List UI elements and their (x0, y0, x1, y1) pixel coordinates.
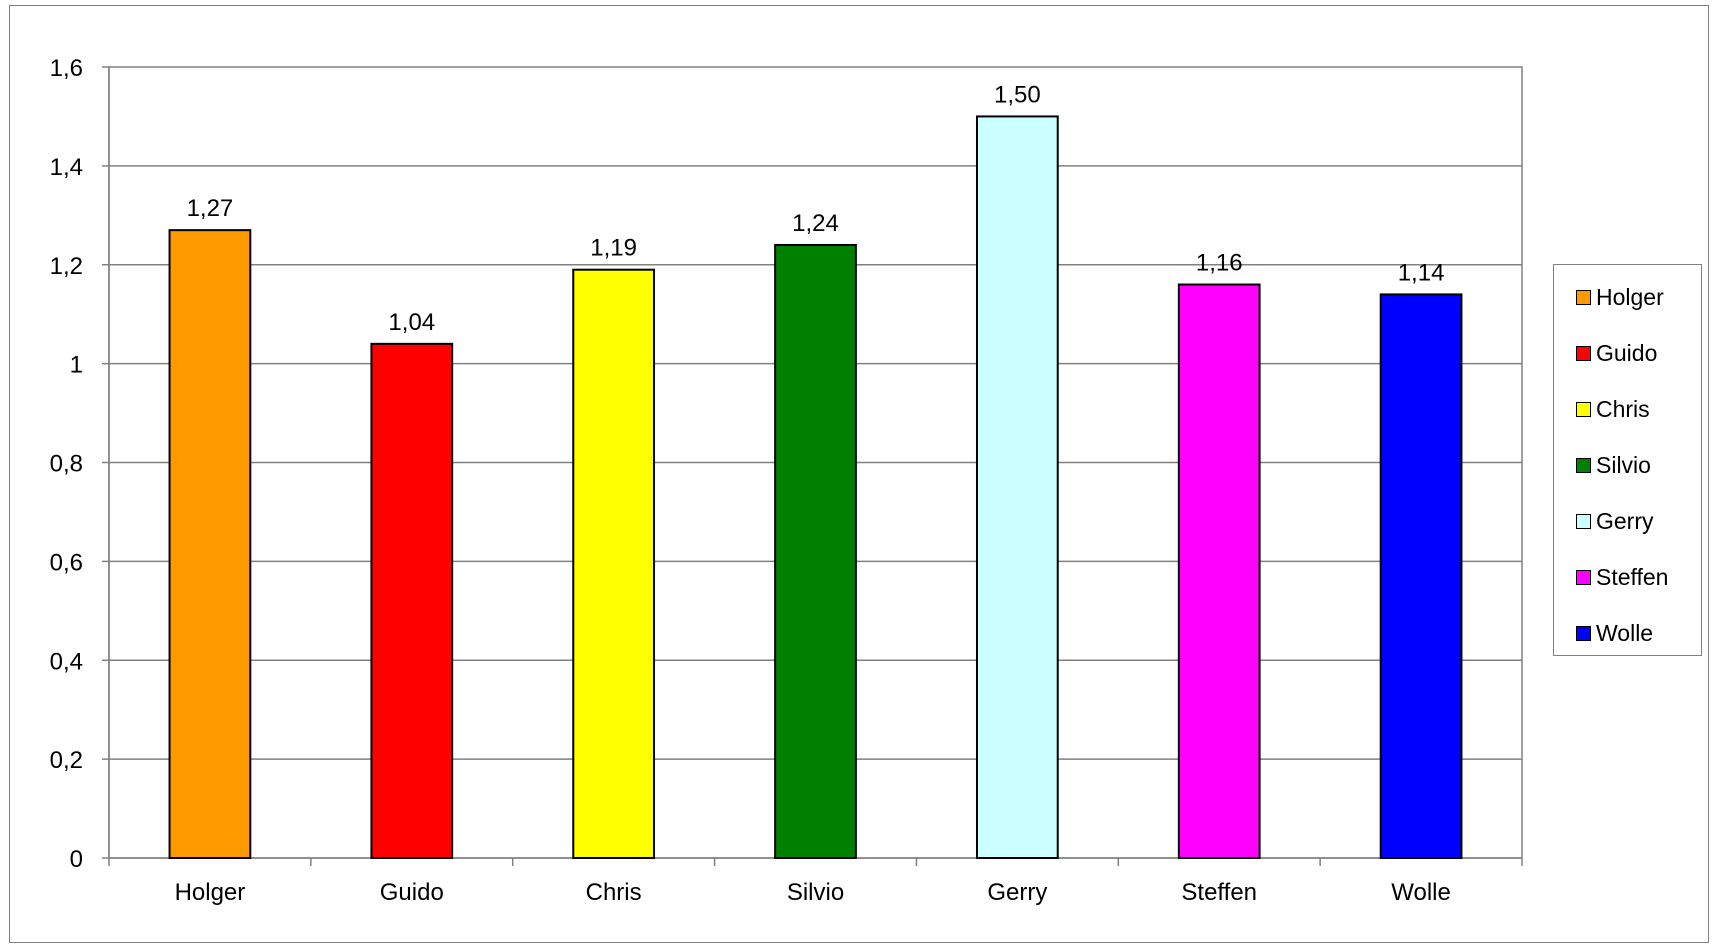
bar-chris (572, 268, 656, 860)
bar-wolle (1379, 293, 1463, 860)
legend-label: Gerry (1596, 507, 1654, 534)
data-label: 1,50 (994, 81, 1041, 108)
legend-label: Holger (1596, 283, 1664, 310)
x-tick-label: Wolle (1391, 879, 1451, 906)
legend-label: Wolle (1596, 619, 1654, 646)
x-tick-label: Holger (175, 879, 246, 906)
data-label: 1,04 (388, 309, 435, 336)
data-label: 1,24 (792, 210, 839, 237)
legend-swatch (1576, 345, 1591, 361)
x-tick-label: Steffen (1181, 879, 1257, 906)
legend-swatch (1576, 513, 1591, 529)
bar-steffen (1177, 283, 1261, 859)
legend-swatch (1576, 457, 1591, 473)
x-tick-label: Silvio (787, 879, 844, 906)
y-tick-label: 0,8 (50, 451, 83, 478)
y-tick-label: 0,2 (50, 747, 83, 774)
legend: Holger Guido Chris Silvio Gerry Steffen Wolle (1553, 264, 1702, 656)
y-tick-label: 0,4 (50, 648, 83, 675)
legend-item: Wolle (1576, 618, 1653, 648)
legend-swatch (1576, 401, 1591, 417)
y-tick-label: 1 (70, 352, 83, 379)
y-tick-label: 0,6 (50, 549, 83, 576)
y-tick-label: 1,2 (50, 253, 83, 280)
y-tick-label: 1,6 (50, 55, 83, 82)
legend-item: Silvio (1576, 450, 1651, 480)
bar-silvio (774, 243, 857, 860)
legend-item: Steffen (1576, 562, 1668, 592)
legend-label: Steffen (1596, 563, 1669, 590)
y-tick-label: 0 (70, 846, 83, 873)
bar-gerry (975, 115, 1059, 859)
bar-guido (370, 342, 454, 860)
legend-item: Holger (1576, 282, 1664, 312)
data-label: 1,14 (1398, 259, 1445, 286)
bar-holger (168, 229, 252, 860)
legend-swatch (1576, 569, 1591, 585)
legend-label: Guido (1596, 339, 1658, 366)
data-label: 1,19 (590, 235, 637, 262)
y-tick-label: 1,4 (50, 154, 83, 181)
x-tick-label: Gerry (987, 879, 1047, 906)
legend-swatch (1576, 289, 1591, 305)
legend-label: Silvio (1596, 451, 1651, 478)
x-tick-label: Chris (586, 879, 642, 906)
x-tick-label: Guido (380, 879, 444, 906)
legend-item: Gerry (1576, 506, 1654, 536)
legend-item: Chris (1576, 394, 1650, 424)
data-label: 1,16 (1196, 250, 1243, 277)
data-label: 1,27 (187, 195, 234, 222)
legend-swatch (1576, 625, 1591, 641)
legend-item: Guido (1576, 338, 1657, 368)
legend-label: Chris (1596, 395, 1650, 422)
